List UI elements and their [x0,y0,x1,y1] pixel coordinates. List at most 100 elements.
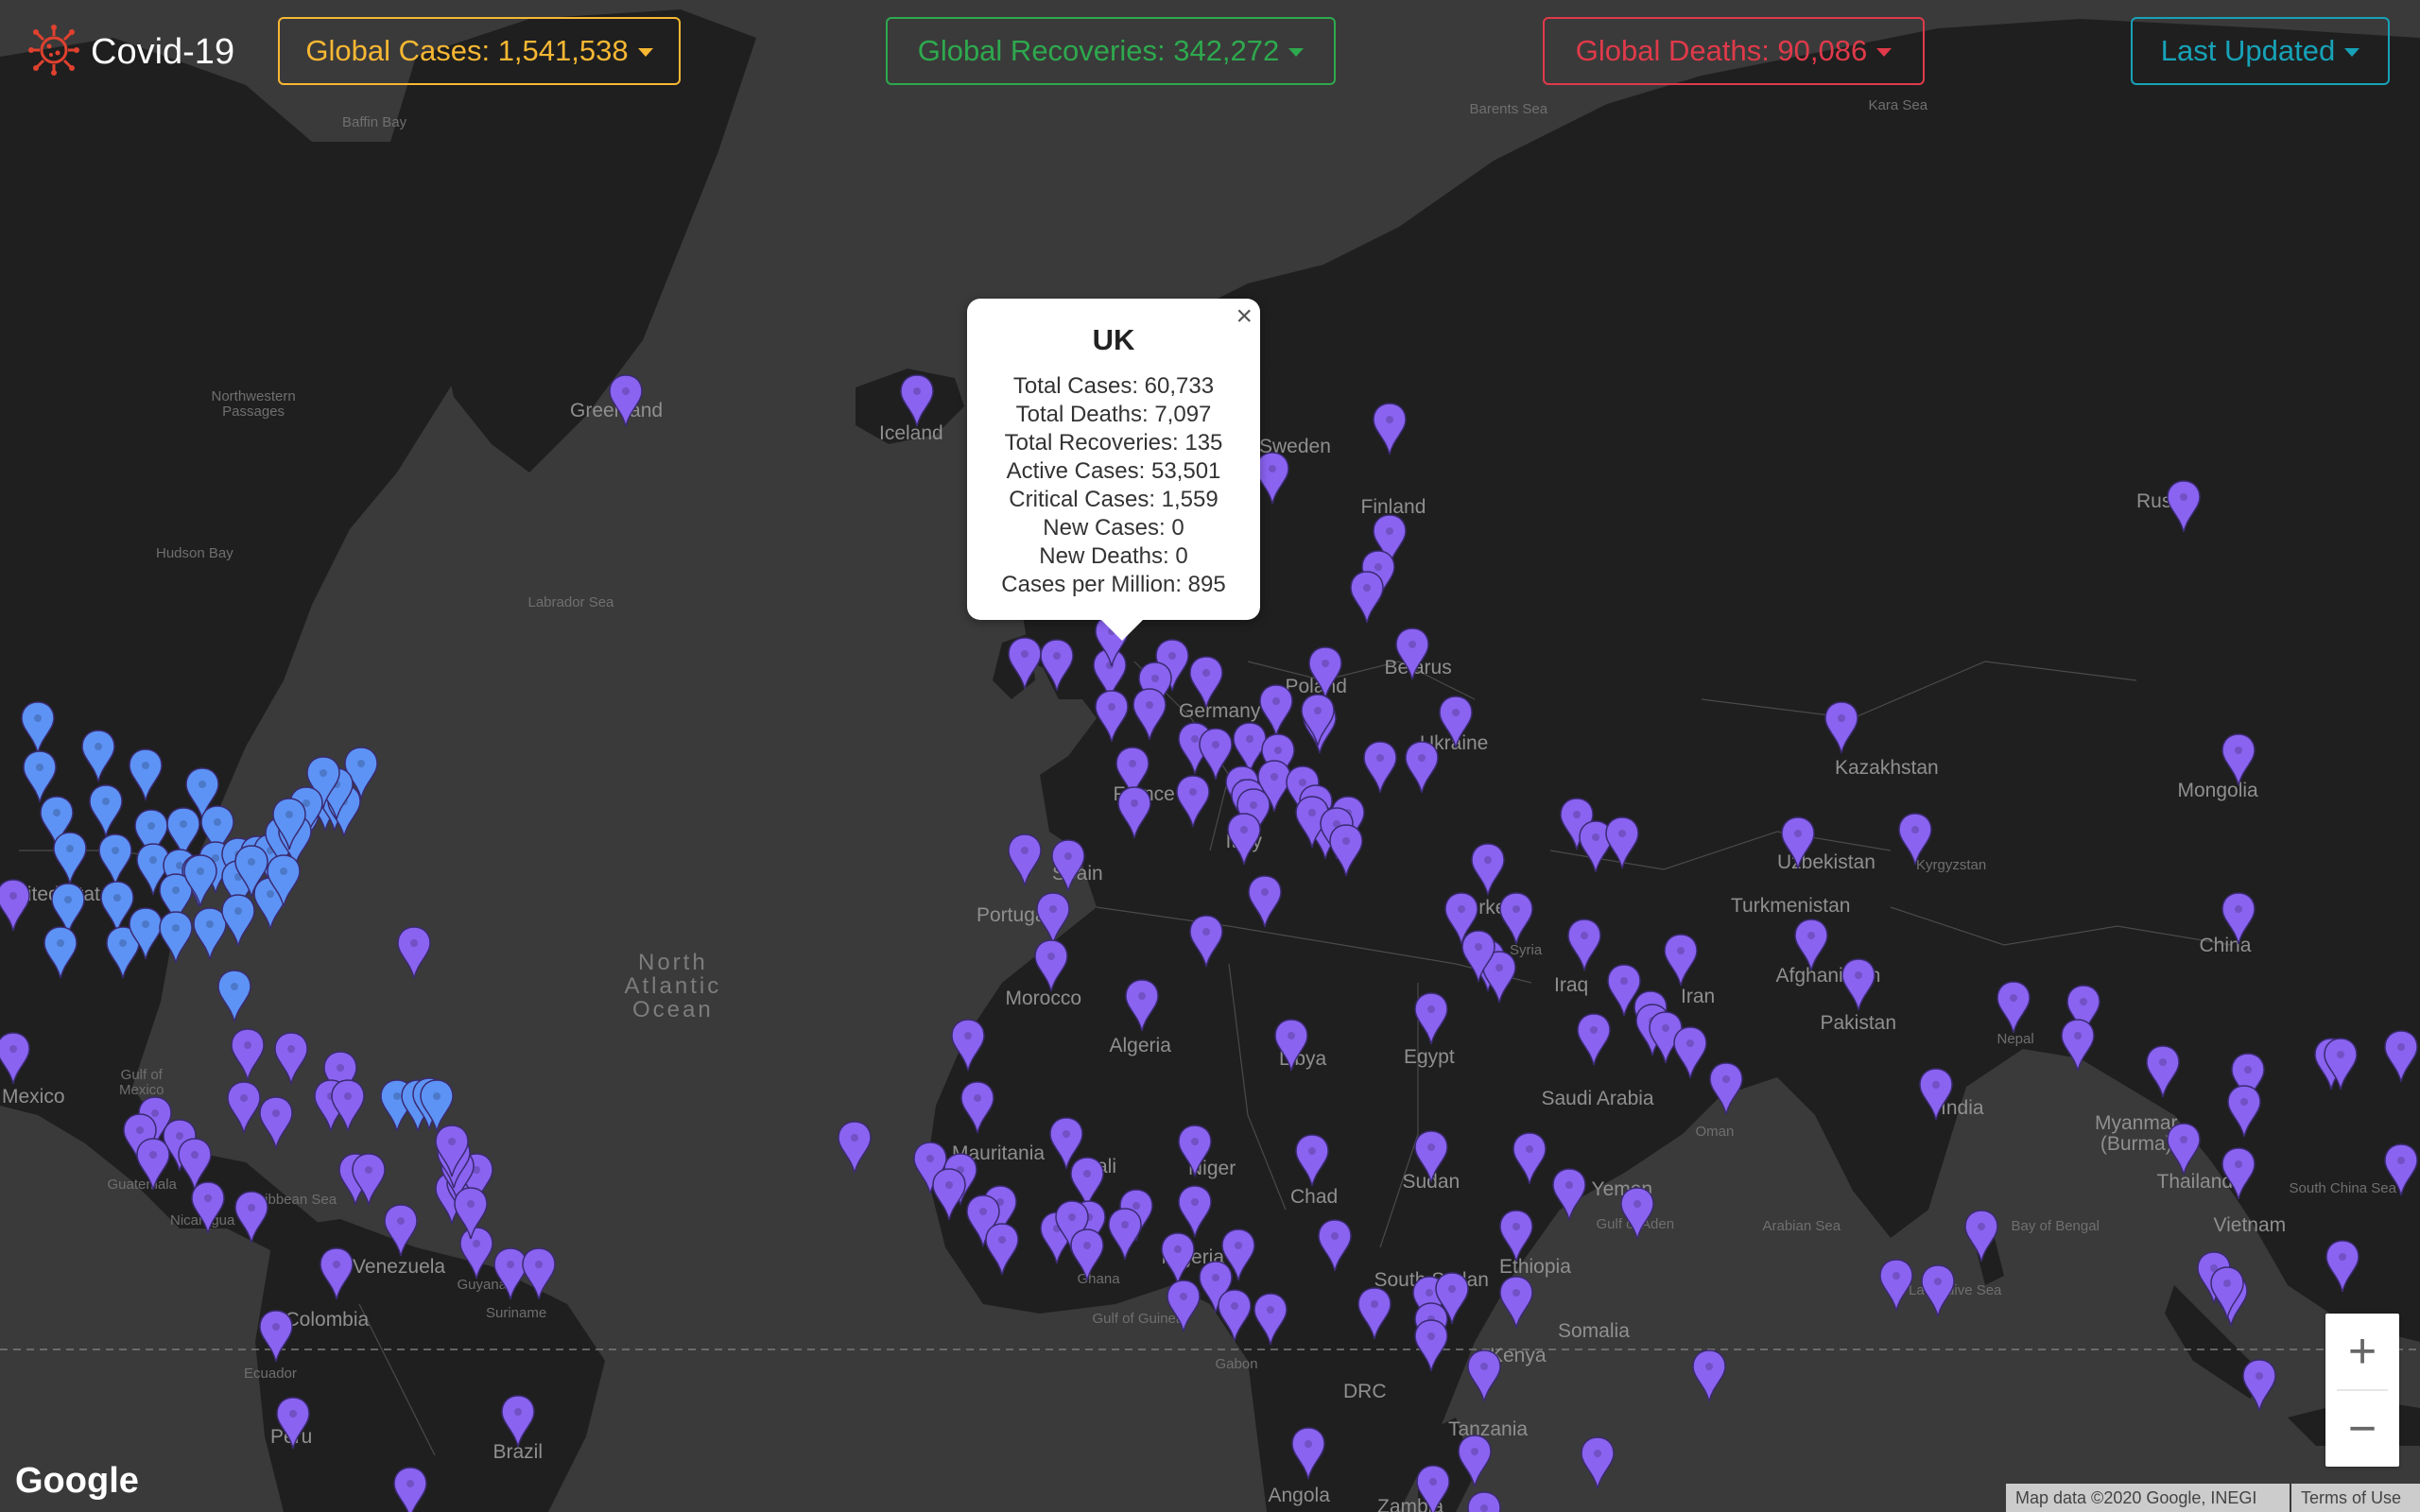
map-marker-pin[interactable] [1363,741,1397,794]
map-marker-pin[interactable] [1664,934,1698,987]
map-marker-pin[interactable] [1499,1276,1533,1329]
map-marker-pin[interactable] [1221,1228,1255,1281]
map-marker-pin[interactable] [393,1467,427,1512]
map-marker-pin[interactable] [1620,1187,1654,1240]
map-marker-pin[interactable] [1253,1293,1288,1346]
map-marker-pin[interactable] [21,701,55,754]
map-marker-pin[interactable] [2146,1045,2180,1098]
map-marker-pin[interactable] [1040,639,1074,692]
map-marker-pin[interactable] [1161,1232,1195,1285]
map-marker-pin[interactable] [932,1168,966,1221]
map-marker-pin[interactable] [2384,1030,2418,1083]
map-marker-pin[interactable] [2324,1038,2358,1091]
map-marker-pin[interactable] [43,926,78,979]
map-marker-pin[interactable] [459,1227,493,1280]
map-marker-pin[interactable] [1919,1068,1953,1121]
map-marker-pin[interactable] [1167,1280,1201,1332]
map-marker-pin[interactable] [960,1081,994,1134]
map-marker-pin[interactable] [1125,979,1159,1032]
map-marker-pin[interactable] [951,1019,985,1072]
map-marker-pin[interactable] [1373,403,1407,455]
map-marker-pin[interactable] [267,854,301,907]
map-marker-pin[interactable] [1248,875,1282,928]
map-marker-pin[interactable] [81,730,115,782]
map-marker-pin[interactable] [191,1181,225,1234]
map-marker-pin[interactable] [1295,796,1329,849]
map-marker-pin[interactable] [1051,839,1085,892]
map-marker-pin[interactable] [276,1397,310,1450]
map-attribution[interactable]: Map data ©2020 Google, INEGI [2006,1484,2290,1512]
map-marker-pin[interactable] [0,879,30,932]
map-marker-pin[interactable] [1049,1117,1083,1170]
map-marker-pin[interactable] [89,784,123,837]
map-marker-pin[interactable] [183,854,217,907]
map-marker-pin[interactable] [1350,571,1384,624]
map-marker-pin[interactable] [1581,1436,1615,1489]
map-marker-pin[interactable] [1291,1427,1325,1480]
map-marker-pin[interactable] [2221,892,2256,945]
map-marker-pin[interactable] [1095,690,1129,743]
map-marker-pin[interactable] [1414,1319,1448,1372]
map-marker-pin[interactable] [163,1119,197,1172]
map-marker-pin[interactable] [985,1223,1019,1276]
map-marker-pin[interactable] [1467,1349,1501,1402]
map-marker-pin[interactable] [1176,775,1210,828]
map-marker-pin[interactable] [1414,992,1448,1045]
map-marker-pin[interactable] [1178,1185,1212,1238]
map-marker-pin[interactable] [129,907,163,960]
map-marker-pin[interactable] [217,970,251,1022]
map-marker-pin[interactable] [2221,733,2256,786]
map-marker-pin[interactable] [1318,1219,1352,1272]
map-marker-pin[interactable] [1189,656,1223,709]
map-marker-pin[interactable] [2227,1085,2261,1138]
map-marker-pin[interactable] [1824,701,1858,754]
map-marker-pin[interactable] [1458,1435,1492,1487]
map-marker-pin[interactable] [1036,892,1070,945]
map-marker-pin[interactable] [259,1310,293,1363]
map-marker-pin[interactable] [1008,833,1042,886]
map-marker-pin[interactable] [1577,1013,1611,1066]
map-marker-pin[interactable] [306,756,340,809]
map-marker-pin[interactable] [1227,813,1261,866]
map-marker-pin[interactable] [221,894,255,947]
last-updated-dropdown[interactable]: Last Updated [2131,17,2390,85]
map-marker-pin[interactable] [1709,1062,1743,1115]
map-marker-pin[interactable] [0,1032,30,1085]
map-marker-pin[interactable] [1274,1019,1308,1072]
map-marker-pin[interactable] [838,1121,872,1174]
map-marker-pin[interactable] [2210,1266,2244,1319]
map-marker-pin[interactable] [1560,798,1594,850]
map-marker-pin[interactable] [1649,1011,1683,1064]
map-marker-pin[interactable] [2167,480,2201,533]
close-icon[interactable]: × [1236,301,1253,332]
zoom-in-button[interactable]: + [2347,1324,2377,1379]
map-marker-pin[interactable] [900,374,934,427]
map-marker-pin[interactable] [1199,1261,1233,1314]
map-marker-pin[interactable] [1416,1465,1450,1512]
map-marker-pin[interactable] [1255,452,1289,505]
map-marker-pin[interactable] [23,750,57,803]
map-marker-pin[interactable] [1435,1272,1469,1325]
map-marker-pin[interactable] [1567,919,1601,971]
map-marker-pin[interactable] [129,748,163,801]
map-marker-pin[interactable] [1471,843,1505,896]
map-marker-pin[interactable] [272,798,306,850]
map-marker-pin[interactable] [1512,1132,1547,1185]
map-marker-pin[interactable] [397,926,431,979]
map-marker-pin[interactable] [1467,1491,1501,1512]
map-marker-pin[interactable] [454,1187,488,1240]
map-marker-pin[interactable] [1132,688,1167,741]
map-marker-pin[interactable] [1257,760,1291,813]
map-marker-pin[interactable] [1034,939,1068,992]
map-marker-pin[interactable] [1199,728,1233,781]
map-marker-pin[interactable] [1921,1264,1955,1317]
map-marker-pin[interactable] [1070,1228,1104,1281]
map-marker-pin[interactable] [159,911,193,964]
map-marker-pin[interactable] [1439,696,1473,748]
map-marker-pin[interactable] [1461,930,1495,983]
map-marker-pin[interactable] [1879,1259,1913,1312]
map-marker-pin[interactable] [2061,1019,2095,1072]
map-marker-pin[interactable] [1499,892,1533,945]
map-marker-pin[interactable] [1964,1210,1998,1263]
